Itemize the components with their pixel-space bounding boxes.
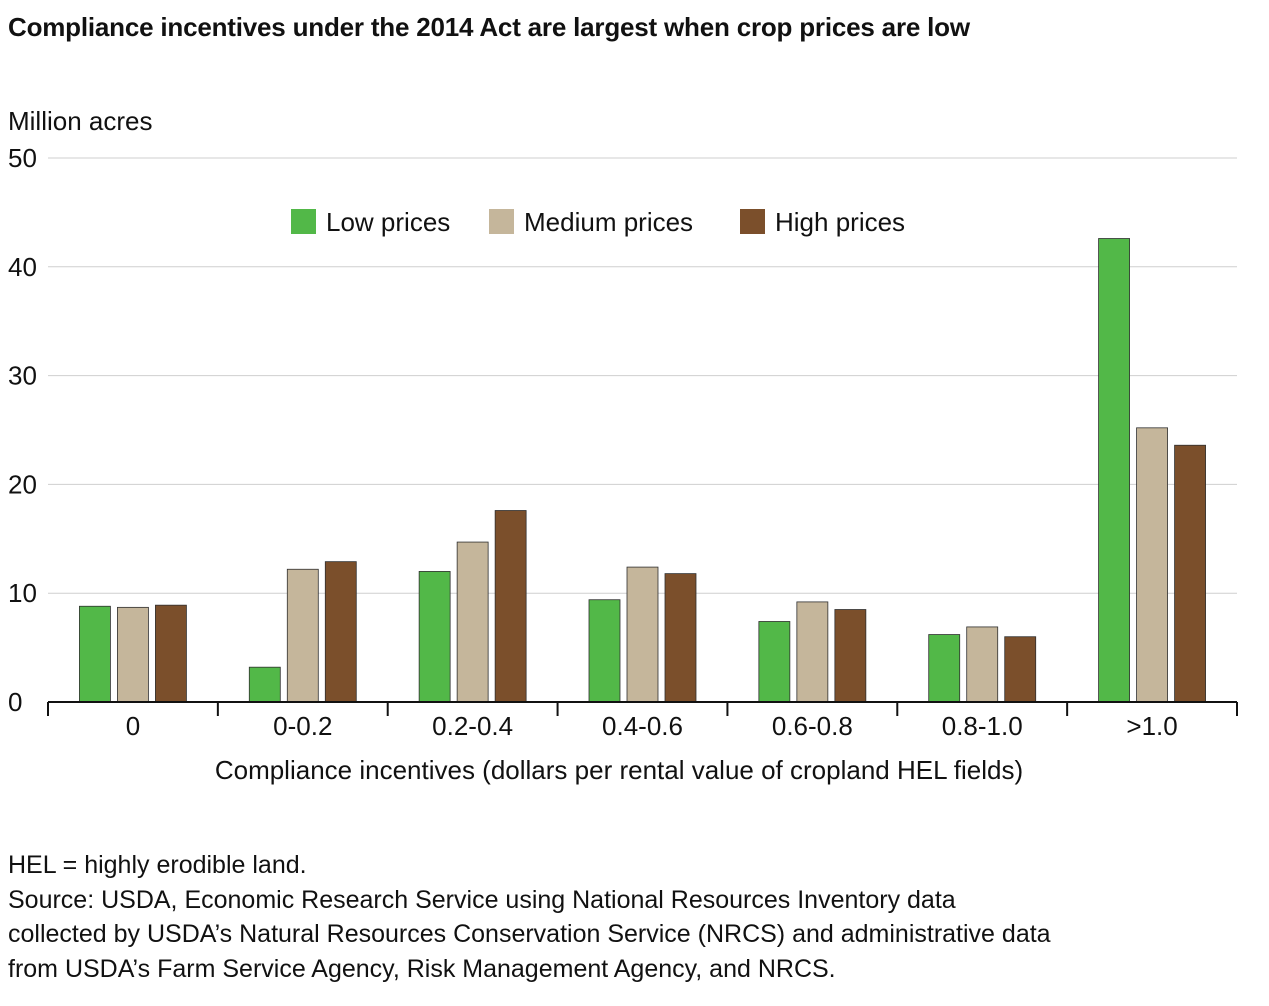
legend-label: Low prices: [326, 207, 450, 237]
x-tick-label: 0-0.2: [273, 711, 332, 741]
bar: [664, 573, 697, 703]
x-axis-label: Compliance incentives (dollars per renta…: [215, 755, 1023, 785]
bar: [834, 609, 867, 703]
legend-label: Medium prices: [524, 207, 693, 237]
y-tick-label: 30: [8, 361, 37, 391]
y-tick-label: 20: [8, 469, 37, 499]
bar: [1136, 427, 1168, 703]
x-tick-label: 0.4-0.6: [602, 711, 683, 741]
bar: [418, 571, 451, 703]
legend-swatch: [291, 209, 316, 234]
bar: [1098, 238, 1130, 703]
legend-label: High prices: [775, 207, 905, 237]
y-tick-label: 40: [8, 252, 37, 282]
bar: [286, 568, 319, 703]
bar: [248, 666, 281, 703]
x-axis-ticks: 0 0-0.2 0.2-0.4 0.4-0.6 0.6-0.8 0.8-1.0 >1.0: [126, 711, 1178, 741]
y-tick-label: 10: [8, 578, 37, 608]
x-axis: [47, 701, 1238, 716]
bar: [324, 561, 357, 703]
x-tick-label: 0.2-0.4: [432, 711, 513, 741]
bar: [928, 634, 961, 703]
bar: [1004, 636, 1037, 703]
gridlines: [48, 157, 1237, 594]
y-axis-ticks: 0 10 20 30 40 50: [8, 143, 37, 717]
x-tick-label: 0: [126, 711, 140, 741]
legend: Low prices Medium prices High prices: [291, 207, 905, 237]
y-tick-label: 50: [8, 143, 37, 173]
bar: [155, 604, 187, 703]
note-definition: HEL = highly erodible land.: [8, 851, 307, 879]
source-line: Source: USDA, Economic Research Service …: [8, 885, 956, 914]
source-line: collected by USDA’s Natural Resources Co…: [8, 920, 1051, 948]
x-tick-label: >1.0: [1126, 711, 1177, 741]
bar: [626, 566, 659, 703]
chart-notes: HEL = highly erodible land. Source: USDA…: [8, 848, 1051, 986]
bar: [456, 541, 489, 703]
bar: [117, 606, 149, 703]
y-axis-label: Million acres: [8, 106, 153, 136]
x-tick-label: 0.6-0.8: [772, 711, 853, 741]
bars: [79, 238, 1206, 703]
bar: [1174, 444, 1206, 703]
source-line: from USDA’s Farm Service Agency, Risk Ma…: [8, 954, 836, 983]
bar: [494, 510, 527, 703]
bar: [758, 621, 791, 703]
bar-chart: 0 10 20 30 40 50 Million acres Low prices Medi…: [8, 106, 1238, 785]
legend-swatch: [489, 209, 514, 234]
y-tick-label: 0: [8, 687, 22, 717]
bar: [796, 601, 829, 703]
chart-title: Compliance incentives under the 2014 Act…: [8, 12, 970, 42]
bar: [79, 605, 111, 703]
bar: [966, 626, 999, 703]
bar: [588, 599, 621, 703]
x-tick-label: 0.8-1.0: [942, 711, 1023, 741]
legend-swatch: [740, 209, 765, 234]
